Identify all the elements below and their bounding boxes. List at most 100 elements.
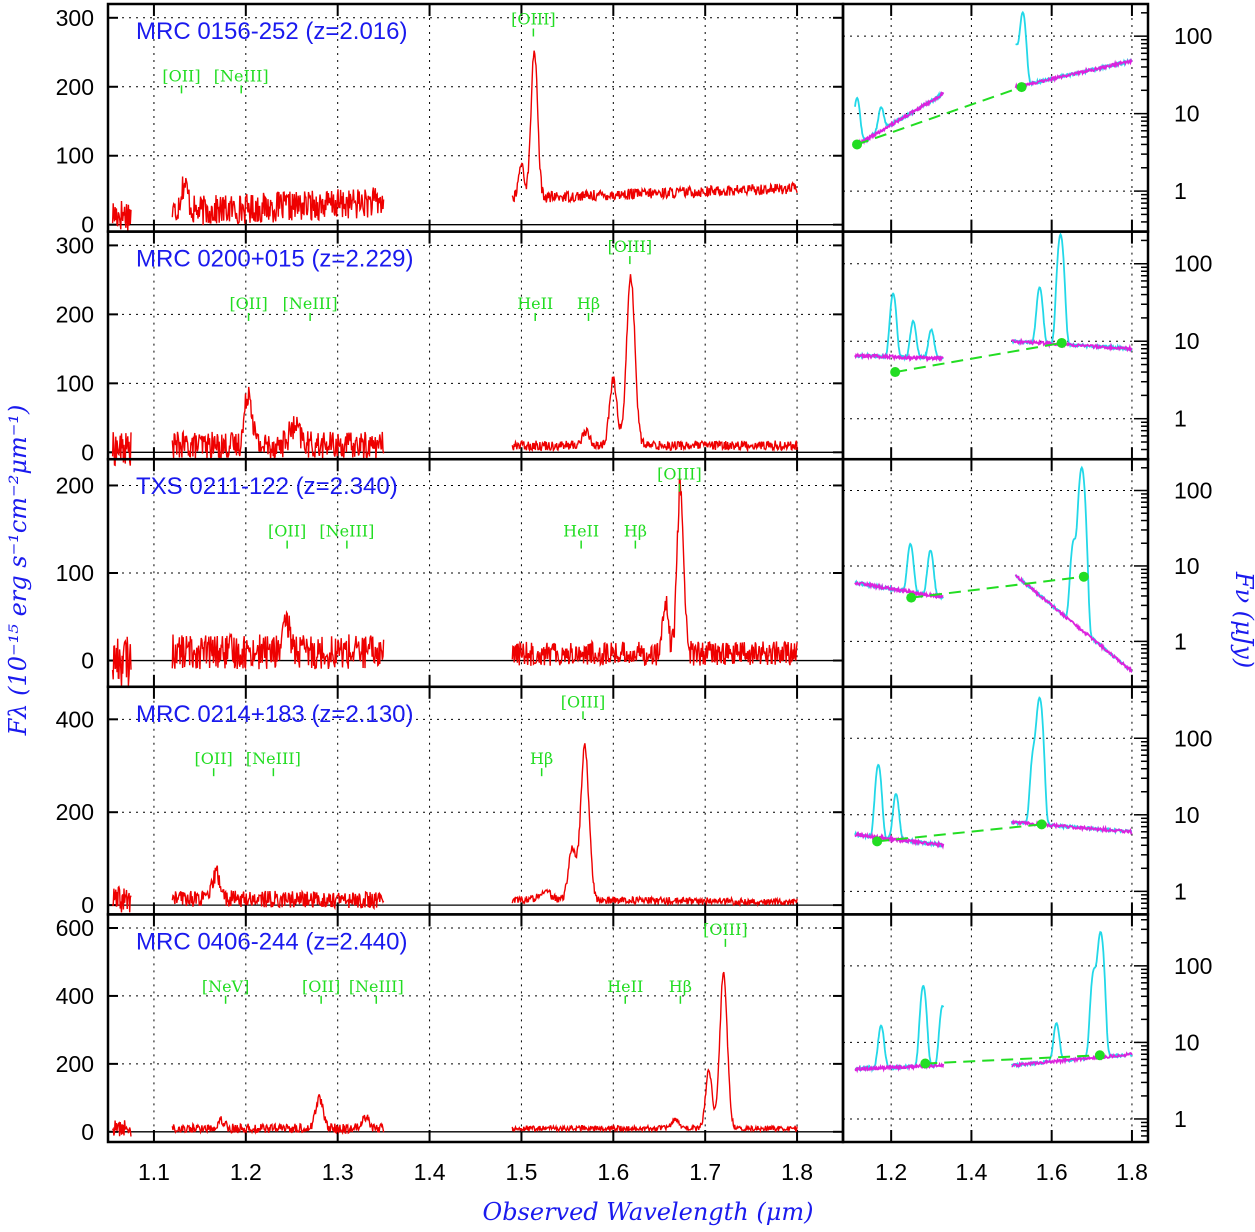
emission-line-label: Hβ bbox=[577, 294, 600, 313]
spectrum-segment bbox=[171, 1094, 385, 1136]
spectrum-segment bbox=[171, 865, 385, 911]
y-tick-label: 300 bbox=[56, 232, 94, 258]
emission-line-label: HeII bbox=[607, 977, 643, 996]
emission-line-label: [OII] bbox=[229, 294, 267, 313]
y-tick-label: 0 bbox=[81, 892, 94, 918]
y-tick-label: 100 bbox=[56, 560, 94, 586]
y-tick-label: 400 bbox=[56, 983, 94, 1009]
emission-line-label: [NeV] bbox=[202, 977, 250, 996]
sed-fit-point bbox=[872, 836, 883, 847]
sed-lines-curve bbox=[854, 292, 944, 362]
sed-continuum-curve bbox=[854, 352, 944, 363]
emission-line-label: Hβ bbox=[530, 749, 553, 768]
spectrum-segment bbox=[511, 50, 798, 204]
spectrum-panel-2: 0 100 200 300 [OII] [NeIII] HeII Hβ [OIII] MRC 02… bbox=[56, 230, 845, 467]
spectrum-segment bbox=[171, 176, 385, 226]
emission-line-label: [NeIII] bbox=[283, 294, 338, 313]
sed-fit-point bbox=[1056, 337, 1067, 348]
sed-continuum-curve bbox=[1010, 337, 1133, 353]
sed-continuum-curve bbox=[1014, 574, 1133, 673]
sed-fit-point bbox=[1036, 819, 1047, 830]
y-tick-label: 200 bbox=[56, 301, 94, 327]
x-tick-label: 1.1 bbox=[138, 1159, 170, 1185]
sed-panel-1: 1 10 100 bbox=[841, 2, 1212, 233]
spectrum-segment bbox=[511, 478, 798, 668]
sed-fit-line bbox=[911, 575, 1084, 599]
emission-line-label: [NeIII] bbox=[246, 749, 301, 768]
sed-lines-curve bbox=[1010, 696, 1133, 835]
x-tick-label: 1.2 bbox=[230, 1159, 262, 1185]
sed-panel-2: 1 10 100 bbox=[841, 230, 1212, 461]
sed-fit-line bbox=[877, 823, 1042, 843]
sed-y-tick-label: 1 bbox=[1174, 628, 1187, 654]
emission-line-label: HeII bbox=[563, 522, 599, 541]
sed-fit-point bbox=[852, 139, 863, 150]
sed-x-tick-label: 1.2 bbox=[875, 1159, 907, 1185]
y-tick-label: 200 bbox=[56, 74, 94, 100]
spectrum-segment bbox=[171, 609, 385, 670]
spectra-column: 0 100 200 300 [OII] [NeIII] [OIII] MRC 0156-252… bbox=[56, 2, 845, 1185]
sed-fit-line bbox=[925, 1054, 1100, 1065]
panel-title: MRC 0156-252 (z=2.016) bbox=[136, 18, 407, 45]
panel-title: MRC 0214+183 (z=2.130) bbox=[136, 701, 414, 728]
y-tick-label: 400 bbox=[56, 706, 94, 732]
sed-fit-line bbox=[856, 86, 1022, 146]
sed-fit-point bbox=[1078, 571, 1089, 582]
spectrum-panel-4: 0 200 400 [OII] [NeIII] Hβ [OIII] MRC 0214+183 … bbox=[56, 685, 845, 918]
spectrum-segment bbox=[111, 200, 132, 232]
spectrum-segment bbox=[171, 386, 385, 461]
sed-x-tick-label: 1.8 bbox=[1116, 1159, 1148, 1185]
x-tick-label: 1.4 bbox=[414, 1159, 446, 1185]
y-tick-label: 200 bbox=[56, 1051, 94, 1077]
sed-panel-3: 1 10 100 bbox=[841, 457, 1212, 689]
y-tick-label: 300 bbox=[56, 5, 94, 31]
sed-x-tick-label: 1.4 bbox=[955, 1159, 987, 1185]
emission-line-label: [NeIII] bbox=[349, 977, 404, 996]
y-tick-label: 200 bbox=[56, 472, 94, 498]
y-tick-label: 0 bbox=[81, 212, 94, 238]
sed-y-tick-label: 100 bbox=[1174, 251, 1212, 277]
y-tick-label: 100 bbox=[56, 370, 94, 396]
spectrum-segment bbox=[511, 971, 798, 1134]
y-axis-title-right: Fν (μJy) bbox=[1230, 571, 1255, 668]
y-axis-title-left: Fλ (10⁻¹⁵ erg s⁻¹cm⁻²μm⁻¹) bbox=[4, 405, 32, 737]
sed-fit-point bbox=[920, 1058, 931, 1069]
sed-y-tick-label: 100 bbox=[1174, 953, 1212, 979]
y-tick-label: 0 bbox=[81, 1119, 94, 1145]
emission-line-label: [OIII] bbox=[608, 237, 653, 256]
spectrum-segment bbox=[511, 274, 798, 453]
sed-panel-frame bbox=[841, 2, 1150, 233]
sed-fit-point bbox=[890, 367, 901, 378]
spectrum-segment bbox=[111, 885, 132, 913]
sed-continuum-curve bbox=[1014, 58, 1133, 90]
emission-line-label: [NeIII] bbox=[214, 66, 269, 85]
sed-fit-point bbox=[906, 592, 917, 603]
sed-y-tick-label: 10 bbox=[1174, 328, 1200, 354]
sed-lines-curve bbox=[854, 90, 945, 144]
sed-y-tick-label: 10 bbox=[1174, 553, 1200, 579]
sed-lines-curve bbox=[854, 763, 945, 849]
x-axis-title: Observed Wavelength (μm) bbox=[483, 1198, 814, 1226]
sed-continuum-curve bbox=[1011, 819, 1133, 835]
y-tick-label: 0 bbox=[81, 439, 94, 465]
sed-column: 1 10 100 1 10 100 1 10 100 1 10 100 1 10 100 1.2 1.4 1.6 1… bbox=[841, 2, 1212, 1185]
sed-y-tick-label: 10 bbox=[1174, 802, 1200, 828]
emission-line-label: [OII] bbox=[302, 977, 340, 996]
sed-panel-4: 1 10 100 bbox=[841, 685, 1212, 916]
sed-continuum-curve bbox=[1011, 1051, 1133, 1068]
y-tick-label: 600 bbox=[56, 915, 94, 941]
sed-y-tick-label: 100 bbox=[1174, 478, 1212, 504]
sed-y-tick-label: 100 bbox=[1174, 725, 1212, 751]
sed-y-tick-label: 1 bbox=[1174, 1106, 1187, 1132]
sed-fit-point bbox=[1094, 1050, 1105, 1061]
sed-panel-frame bbox=[841, 913, 1150, 1144]
sed-panel-frame bbox=[841, 457, 1150, 689]
emission-line-label: [OIII] bbox=[561, 692, 606, 711]
emission-line-label: [OIII] bbox=[703, 920, 748, 939]
sed-continuum-curve bbox=[854, 90, 945, 149]
panel-title: TXS 0211-122 (z=2.340) bbox=[136, 473, 398, 500]
emission-line-label: [OII] bbox=[162, 66, 200, 85]
sed-panel-5: 1 10 100 bbox=[841, 913, 1212, 1144]
sed-fit-line bbox=[894, 341, 1062, 374]
